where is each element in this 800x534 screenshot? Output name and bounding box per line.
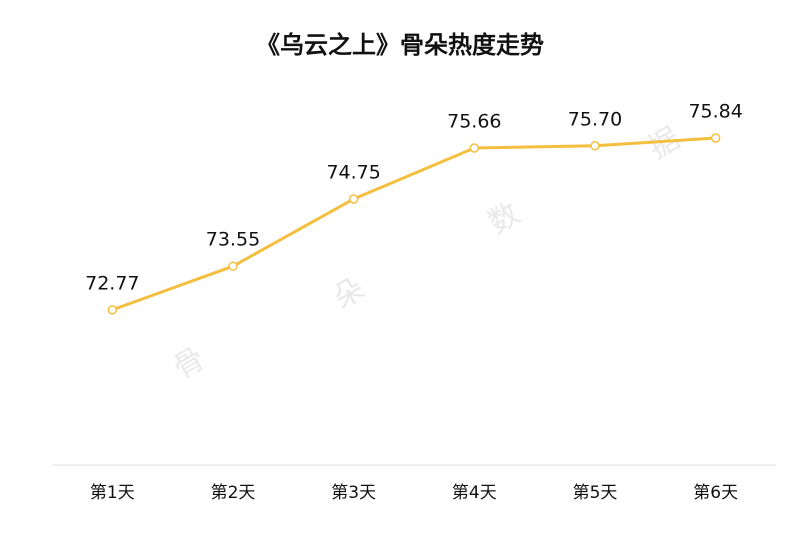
point	[710, 133, 721, 143]
point	[107, 305, 118, 315]
x-tick-label: 第2天	[211, 483, 256, 503]
x-tick-label: 第6天	[693, 483, 738, 503]
watermark: 骨	[168, 341, 211, 386]
x-tick-label: 第3天	[331, 483, 376, 503]
chart-title: 《乌云之上》骨朵热度走势	[256, 31, 544, 59]
data-label: 74.75	[326, 162, 380, 184]
data-label: 75.84	[688, 100, 742, 122]
watermark: 数	[483, 196, 526, 241]
x-tick-label: 第5天	[573, 483, 618, 503]
line	[111, 136, 716, 312]
data-label: 75.70	[568, 108, 622, 130]
data-label: 75.66	[447, 111, 501, 133]
point	[469, 143, 480, 153]
data-label: 73.55	[206, 229, 260, 251]
x-tick-label: 第4天	[452, 483, 497, 503]
point	[228, 261, 238, 271]
watermark: 朵	[328, 271, 371, 316]
point	[590, 141, 600, 151]
data-label: 72.77	[85, 272, 139, 294]
x-tick-label: 第1天	[90, 483, 135, 503]
point	[348, 194, 359, 204]
